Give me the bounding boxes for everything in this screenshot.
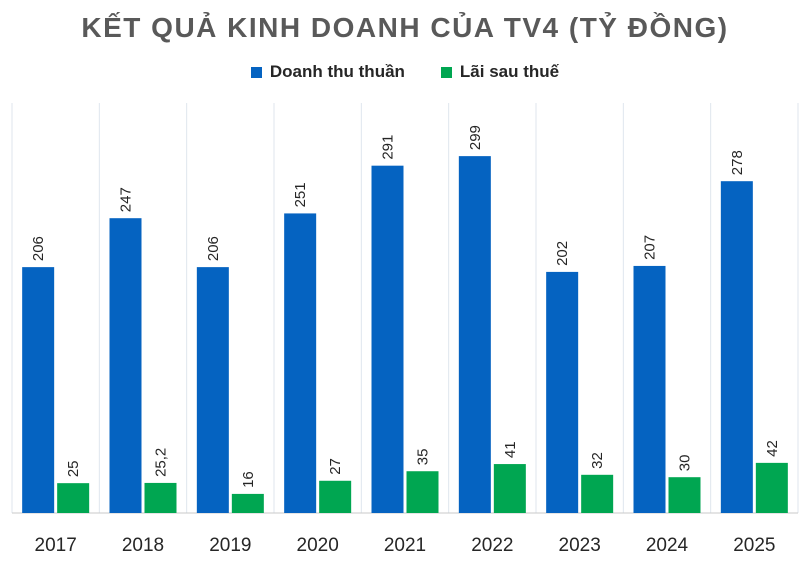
legend-swatch-profit [440, 66, 452, 78]
data-label-profit-2023: 32 [589, 452, 606, 469]
data-label-revenue-2025: 278 [729, 150, 746, 175]
bar-revenue-2020 [284, 213, 317, 513]
bar-profit-2024 [668, 477, 701, 513]
bar-profit-2018 [144, 482, 177, 513]
legend-item-profit: Lãi sau thuế [440, 62, 560, 82]
data-label-profit-2022: 41 [502, 441, 519, 458]
x-tick-label-2025: 2025 [733, 535, 775, 556]
x-tick-label-2021: 2021 [384, 535, 426, 556]
data-label-revenue-2017: 206 [30, 236, 47, 261]
data-label-revenue-2020: 251 [292, 182, 309, 207]
bar-revenue-2022 [458, 156, 491, 513]
x-tick-label-2022: 2022 [471, 535, 513, 556]
bar-profit-2020 [319, 480, 352, 513]
legend-label-revenue: Doanh thu thuần [269, 62, 405, 81]
data-label-profit-2017: 25 [65, 460, 82, 477]
bar-revenue-2024 [633, 265, 666, 513]
data-label-profit-2020: 27 [327, 458, 344, 475]
data-label-profit-2019: 16 [240, 471, 257, 488]
bar-profit-2022 [493, 464, 526, 513]
bar-revenue-2021 [371, 165, 404, 513]
data-label-profit-2018: 25,2 [153, 448, 170, 477]
bar-profit-2017 [57, 483, 90, 513]
bar-revenue-2018 [109, 218, 142, 513]
data-label-revenue-2023: 202 [554, 241, 571, 266]
x-tick-label-2023: 2023 [559, 535, 601, 556]
bar-profit-2025 [755, 462, 788, 513]
x-tick-label-2019: 2019 [209, 535, 251, 556]
bar-profit-2021 [406, 471, 439, 513]
data-label-revenue-2021: 291 [380, 135, 397, 160]
data-label-profit-2024: 30 [677, 455, 694, 472]
bar-revenue-2017 [22, 267, 55, 513]
legend: Doanh thu thuần Lãi sau thuế [0, 62, 810, 82]
data-label-revenue-2022: 299 [467, 125, 484, 150]
x-tick-label-2017: 2017 [35, 535, 77, 556]
data-label-profit-2025: 42 [764, 440, 781, 457]
legend-swatch-revenue [250, 66, 262, 78]
bar-revenue-2025 [720, 181, 753, 513]
data-label-revenue-2024: 207 [642, 235, 659, 260]
data-label-revenue-2018: 247 [118, 187, 135, 212]
bar-profit-2019 [231, 493, 264, 513]
x-tick-label-2024: 2024 [646, 535, 689, 556]
bar-revenue-2019 [196, 267, 229, 513]
bar-revenue-2023 [546, 271, 579, 513]
bar-profit-2023 [581, 474, 614, 513]
legend-item-revenue: Doanh thu thuần [250, 62, 405, 82]
data-label-revenue-2019: 206 [205, 236, 222, 261]
x-tick-label-2018: 2018 [122, 535, 164, 556]
legend-label-profit: Lãi sau thuế [459, 62, 560, 81]
x-tick-label-2020: 2020 [297, 535, 339, 556]
chart-title: KẾT QUẢ KINH DOANH CỦA TV4 (TỶ ĐỒNG) [81, 12, 729, 43]
data-label-profit-2021: 35 [415, 449, 432, 466]
